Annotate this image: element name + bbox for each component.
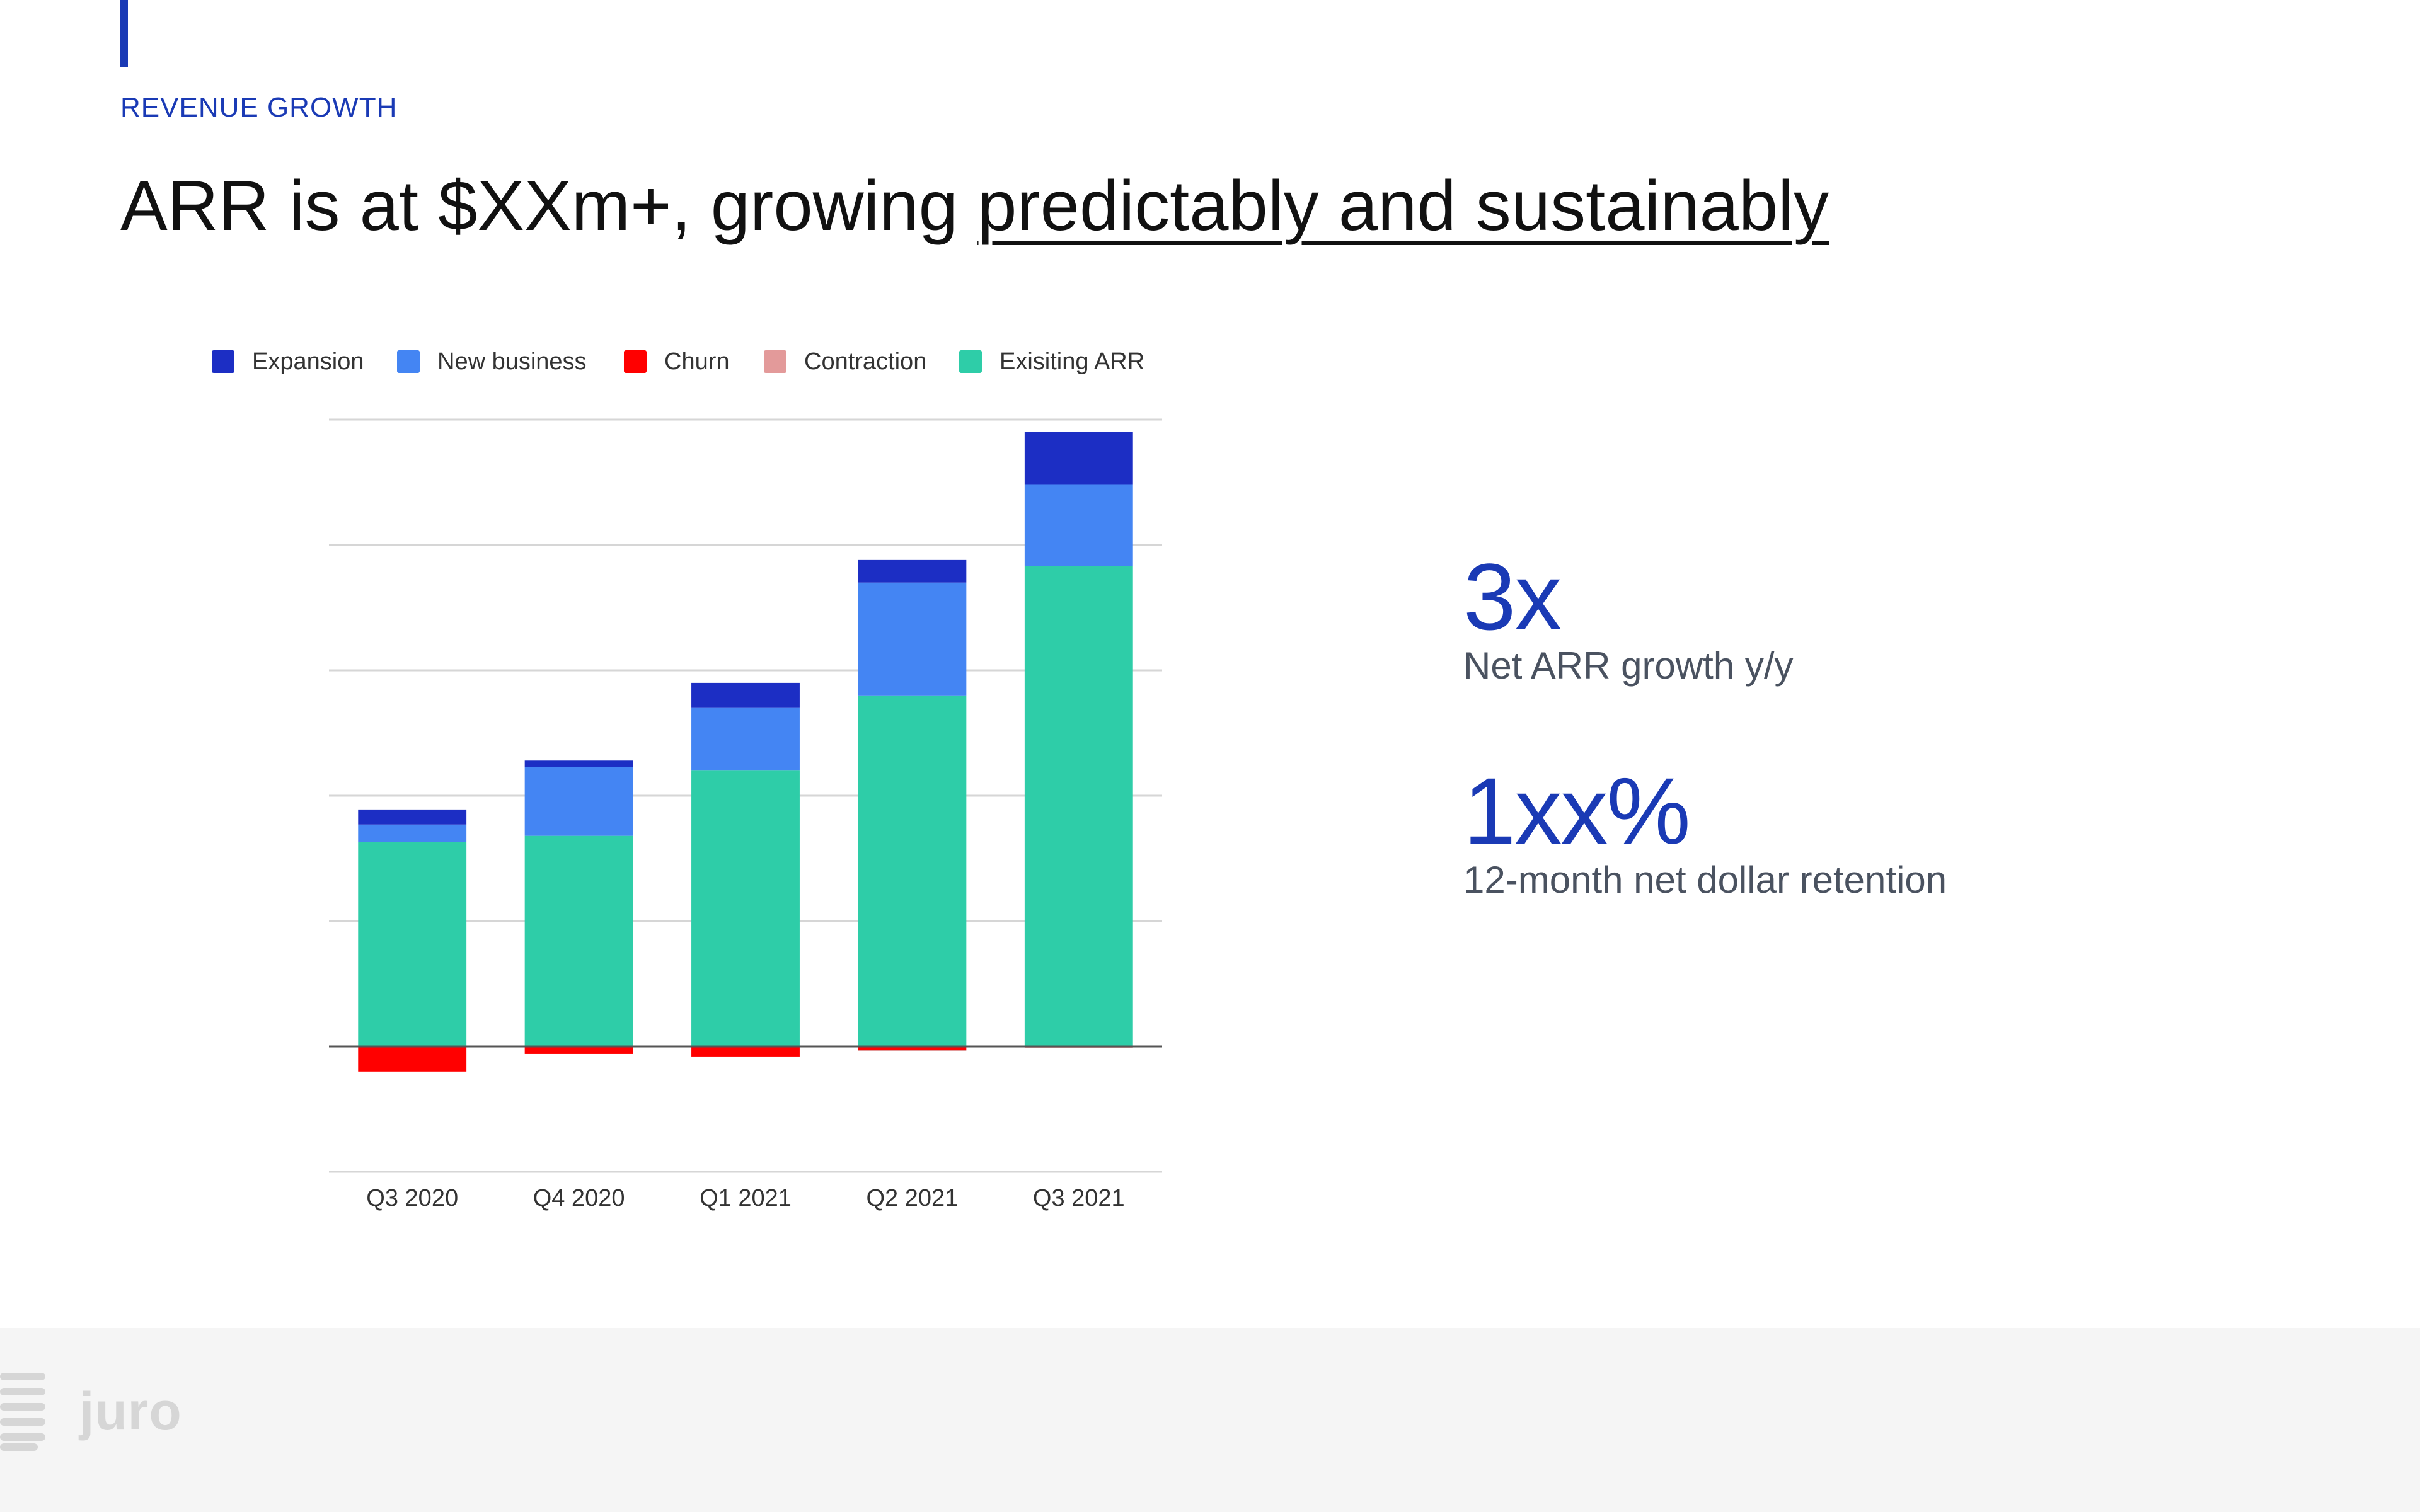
x-tick-label: Q3 2020 (366, 1185, 458, 1211)
legend-item: Contraction (764, 348, 926, 375)
bar-segment (524, 760, 633, 767)
legend-label: Exisiting ARR (1000, 348, 1144, 375)
legend-label: Churn (664, 348, 730, 375)
legend-label: Expansion (252, 348, 364, 375)
title-emphasis: predictably and sustainably (977, 166, 1829, 245)
bar-segment (858, 1046, 967, 1050)
section-eyebrow: REVENUE GROWTH (120, 92, 398, 123)
x-tick-label: Q1 2021 (700, 1185, 792, 1211)
legend-swatch (212, 350, 234, 373)
bar-segment (691, 770, 800, 1046)
stat-value: 1xx% (1463, 758, 1691, 864)
stat-label: Net ARR growth y/y (1463, 644, 1794, 687)
bar-segment (1024, 566, 1133, 1046)
legend-swatch (959, 350, 982, 373)
slide-title: ARR is at $XXm+, growing predictably and… (120, 165, 1829, 246)
footer-band (0, 1328, 2420, 1512)
chart-legend: Expansion New business Churn Contraction Exi… (212, 348, 1144, 375)
bar-segment (691, 707, 800, 771)
stat-net-dollar-retention: 1xx% 12-month net dollar retention (1463, 764, 1947, 902)
x-tick-label: Q2 2021 (867, 1185, 959, 1211)
bar-segment (858, 695, 967, 1046)
footer-brand-wordmark: juro (79, 1381, 182, 1441)
arr-stacked-bar-chart: Expansion New business Churn Contraction Exi… (212, 348, 1162, 1211)
legend-swatch (397, 350, 420, 373)
bar-segment (524, 835, 633, 1046)
legend-label: New business (437, 348, 587, 375)
bar-segment (1024, 432, 1133, 485)
bar-segment (691, 682, 800, 708)
legend-swatch (764, 350, 786, 373)
chart-x-ticks: Q3 2020 Q4 2020 Q1 2021 Q2 2021 Q3 2021 (366, 1185, 1124, 1211)
bar-segment (858, 582, 967, 696)
bar-segment (358, 809, 467, 825)
legend-item: Expansion (212, 348, 364, 375)
bar-segment (858, 1050, 967, 1051)
legend-swatch (624, 350, 647, 373)
bar-segment (358, 842, 467, 1046)
bar-segment (358, 824, 467, 842)
bar-segment (691, 1046, 800, 1057)
bar-segment (1024, 484, 1133, 566)
stat-label: 12-month net dollar retention (1463, 859, 1947, 901)
legend-item: New business (397, 348, 587, 375)
juro-logo-icon (0, 1373, 45, 1451)
chart-bars (358, 432, 1133, 1072)
x-tick-label: Q4 2020 (533, 1185, 625, 1211)
legend-item: Churn (624, 348, 730, 375)
bar-segment (858, 559, 967, 583)
stat-arr-growth: 3x Net ARR growth y/y (1463, 549, 1794, 687)
bar-segment (358, 1046, 467, 1072)
footer-logo: juro (0, 1367, 182, 1455)
legend-label: Contraction (804, 348, 926, 375)
bar-segment (524, 1046, 633, 1054)
x-tick-label: Q3 2021 (1033, 1185, 1125, 1211)
accent-bar (120, 0, 128, 67)
bar-segment (524, 767, 633, 836)
legend-item: Exisiting ARR (959, 348, 1144, 375)
title-prefix: ARR is at $XXm+, growing (120, 166, 978, 245)
stat-value: 3x (1463, 544, 1562, 650)
